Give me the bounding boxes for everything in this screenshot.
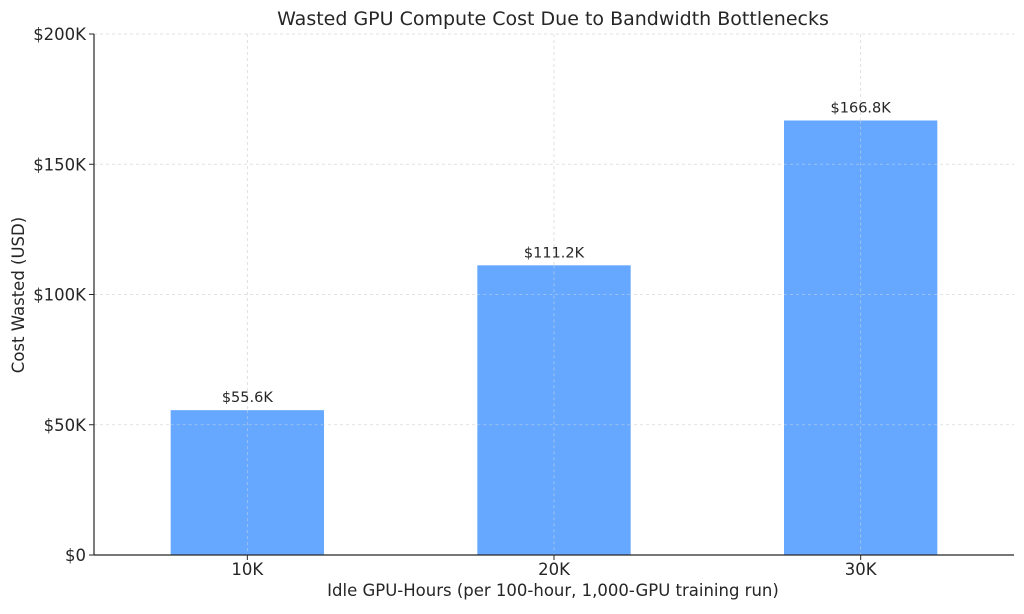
label-layer: $55.6K $111.2K $166.8K xyxy=(222,100,891,406)
data-label: $166.8K xyxy=(831,100,892,116)
y-tick-label: $100K xyxy=(33,286,87,305)
x-tick-label: 30K xyxy=(845,560,878,579)
x-tick-label: 10K xyxy=(231,560,264,579)
y-axis-label: Cost Wasted (USD) xyxy=(9,217,28,373)
data-label: $55.6K xyxy=(222,390,274,406)
y-tick-label: $200K xyxy=(33,25,87,44)
x-tick-label: 20K xyxy=(538,560,571,579)
axis-layer: $0 $50K $100K $150K $200K 10K 20K 30K xyxy=(33,25,1014,579)
y-tick-label: $0 xyxy=(65,546,86,565)
chart-title: Wasted GPU Compute Cost Due to Bandwidth… xyxy=(277,8,829,30)
y-tick-label: $50K xyxy=(44,416,87,435)
data-label: $111.2K xyxy=(524,245,585,261)
y-tick-label: $150K xyxy=(33,155,87,174)
x-axis-label: Idle GPU-Hours (per 100-hour, 1,000-GPU … xyxy=(327,581,779,600)
bar-layer xyxy=(170,120,938,556)
